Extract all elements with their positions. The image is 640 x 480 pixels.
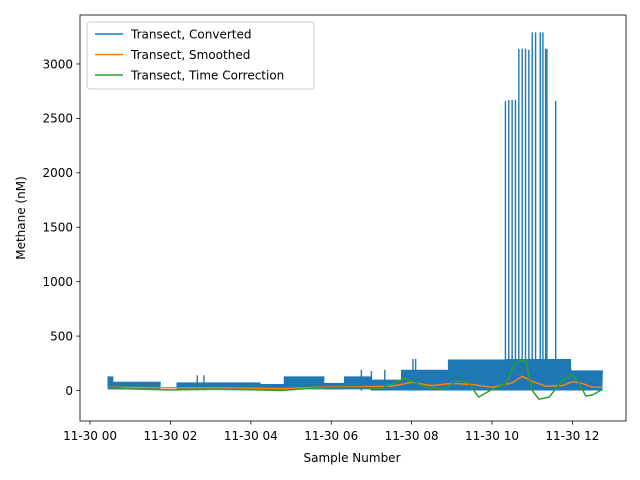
x-tick-label-4: 11-30 08 (385, 429, 439, 443)
x-tick-label-3: 11-30 06 (304, 429, 358, 443)
x-axis-label: Sample Number (303, 451, 400, 465)
legend: Transect, Converted Transect, Smoothed Tra… (86, 21, 315, 90)
x-tick-label-1: 11-30 02 (143, 429, 197, 443)
legend-box (86, 21, 315, 90)
y-tick-label-1: 500 (50, 329, 73, 343)
legend-label-1: Transect, Smoothed (130, 48, 250, 62)
x-tick-label-0: 11-30 00 (63, 429, 117, 443)
y-tick-label-2: 1000 (42, 275, 73, 289)
plot-frame (79, 14, 627, 422)
x-tick-label-5: 11-30 10 (465, 429, 519, 443)
y-axis-label: Methane (nM) (14, 176, 28, 260)
legend-label-2: Transect, Time Correction (130, 68, 284, 82)
y-tick-label-6: 3000 (42, 57, 73, 71)
plot-area (107, 32, 603, 400)
axes: 11-30 00 11-30 02 11-30 04 11-30 06 11-30 08… (42, 14, 627, 443)
y-tick-label-0: 0 (65, 384, 73, 398)
legend-label-0: Transect, Converted (130, 27, 251, 41)
x-tick-label-6: 11-30 12 (545, 429, 599, 443)
y-tick-label-5: 2500 (42, 112, 73, 126)
y-tick-label-4: 2000 (42, 166, 73, 180)
x-tick-label-2: 11-30 04 (224, 429, 278, 443)
series-line-time-correction (108, 359, 603, 400)
y-tick-label-3: 1500 (42, 221, 73, 235)
